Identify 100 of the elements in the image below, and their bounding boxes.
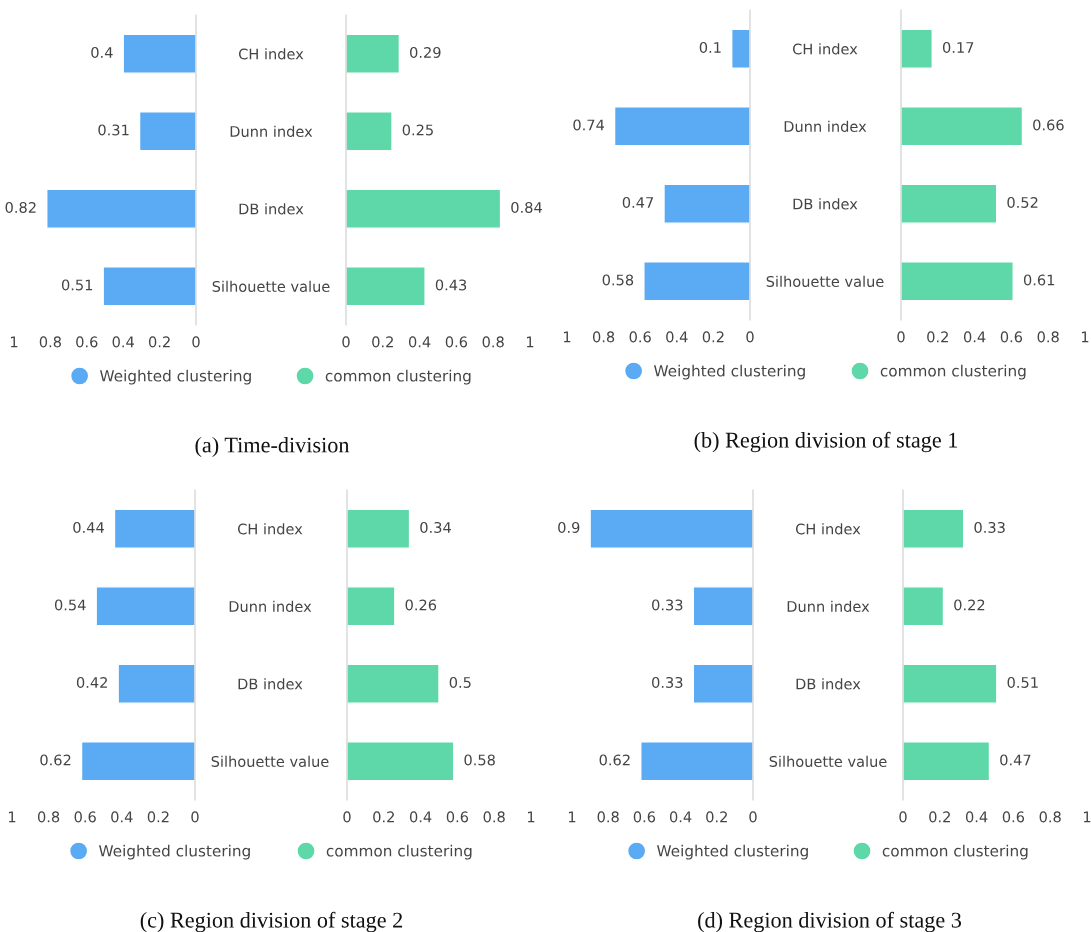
- data-label: 0.62: [599, 754, 630, 766]
- data-label: 0.66: [1033, 119, 1064, 131]
- bar: [95, 586, 195, 627]
- bar: [102, 266, 196, 307]
- bar: [903, 663, 998, 704]
- data-label: 0.33: [652, 676, 683, 688]
- x-tick-label: 0: [192, 336, 200, 348]
- text: (d) Region division of stage 3: [698, 911, 962, 932]
- x-tick-label: 1: [1081, 331, 1089, 343]
- bar: [643, 261, 750, 302]
- bar: [346, 33, 401, 74]
- data-label: 0.31: [98, 124, 129, 136]
- data-label: 0.22: [954, 599, 985, 611]
- bar: [901, 261, 1014, 302]
- y-tick-label: Silhouette value: [766, 275, 884, 287]
- bar: [347, 663, 440, 704]
- x-tick-label: 0.8: [482, 336, 504, 348]
- x-tick-label: 0.2: [373, 811, 394, 823]
- x-tick-label: 0.8: [483, 811, 505, 823]
- y-tick-label: DB index: [238, 678, 303, 690]
- legend-label: common clustering: [882, 844, 1028, 860]
- y-tick-label: CH index: [795, 523, 861, 535]
- y-tick-label: Dunn index: [784, 120, 867, 132]
- data-label: 0.26: [405, 599, 437, 611]
- bar: [117, 663, 195, 704]
- legend-label: common clustering: [326, 844, 472, 860]
- bar: [901, 106, 1024, 147]
- y-tick-label: Dunn index: [787, 600, 870, 612]
- x-tick-label: 0.8: [1039, 811, 1061, 823]
- x-tick-label: 0.8: [597, 811, 619, 823]
- data-label: 0.51: [1007, 676, 1038, 688]
- bar: [347, 741, 455, 782]
- y-tick-label: CH index: [238, 48, 304, 60]
- text: (c) Region division of stage 2: [140, 911, 403, 932]
- x-tick-label: 0.4: [409, 811, 432, 823]
- x-tick-label: 0.4: [408, 336, 431, 348]
- data-label: 0.9: [558, 521, 580, 533]
- data-label: 0.17: [942, 41, 974, 53]
- legend-label: Weighted clustering: [654, 364, 805, 380]
- text: (a) Time-division: [195, 436, 350, 458]
- bar: [80, 741, 195, 782]
- data-label: 0.58: [464, 754, 495, 766]
- data-label: 0.34: [420, 521, 451, 533]
- y-tick-label: Dunn index: [229, 600, 312, 612]
- data-label: 0.42: [76, 676, 107, 688]
- bar: [663, 183, 750, 224]
- data-label: 0.84: [511, 201, 542, 213]
- y-tick-label: Silhouette value: [212, 280, 330, 292]
- data-label: 0.82: [5, 201, 36, 213]
- x-tick-label: 0.2: [372, 336, 393, 348]
- data-label: 0.25: [402, 124, 433, 136]
- x-tick-label: 0.4: [669, 811, 692, 823]
- x-tick-label: 0.6: [633, 811, 656, 823]
- legend-label: Weighted clustering: [99, 844, 250, 860]
- data-label: 0.29: [410, 46, 441, 58]
- data-label: 0.51: [61, 279, 93, 291]
- data-label: 0.33: [974, 521, 1005, 533]
- data-label: 0.44: [73, 521, 104, 533]
- x-tick-label: 0: [897, 331, 905, 343]
- bar: [589, 508, 753, 549]
- bar: [613, 106, 750, 147]
- x-tick-label: 1: [527, 811, 535, 823]
- x-tick-label: 0.4: [666, 331, 688, 343]
- y-tick-label: CH index: [792, 43, 858, 55]
- data-label: 0.43: [435, 279, 467, 291]
- x-tick-label: 0.4: [963, 331, 986, 343]
- data-label: 0.62: [40, 754, 71, 766]
- data-label: 0.4: [91, 46, 113, 58]
- x-tick-label: 0.2: [702, 331, 724, 343]
- bar: [113, 508, 195, 549]
- bar: [138, 111, 196, 152]
- x-tick-label: 0: [746, 331, 754, 343]
- x-tick-label: 0: [899, 811, 907, 823]
- data-label: 0.47: [1000, 754, 1031, 766]
- bar: [347, 508, 411, 549]
- y-tick-label: CH index: [237, 523, 303, 535]
- x-tick-label: 0.4: [965, 811, 988, 823]
- x-tick-label: 0.2: [148, 336, 170, 348]
- text: (b) Region division of stage 1: [694, 431, 958, 453]
- bar: [46, 188, 196, 229]
- y-tick-label: DB index: [793, 198, 858, 210]
- x-tick-label: 0.8: [592, 331, 615, 343]
- x-tick-label: 0.6: [74, 811, 96, 823]
- data-label: 0.5: [449, 676, 471, 688]
- x-tick-label: 1: [10, 336, 18, 348]
- bar: [122, 33, 196, 74]
- x-tick-label: 0.6: [446, 811, 469, 823]
- x-tick-label: 0: [342, 336, 350, 348]
- x-tick-label: 0.2: [706, 811, 727, 823]
- x-tick-label: 1: [526, 336, 534, 348]
- x-tick-label: 0: [749, 811, 757, 823]
- y-tick-label: DB index: [239, 203, 304, 215]
- x-tick-label: 1: [8, 811, 16, 823]
- x-tick-label: 1: [1083, 811, 1091, 823]
- x-tick-label: 0.8: [39, 336, 61, 348]
- x-tick-label: 0.6: [445, 336, 468, 348]
- legend-label: Weighted clustering: [100, 369, 251, 385]
- x-tick-label: 0.6: [1000, 331, 1023, 343]
- bar: [901, 28, 933, 69]
- data-label: 0.1: [699, 41, 721, 53]
